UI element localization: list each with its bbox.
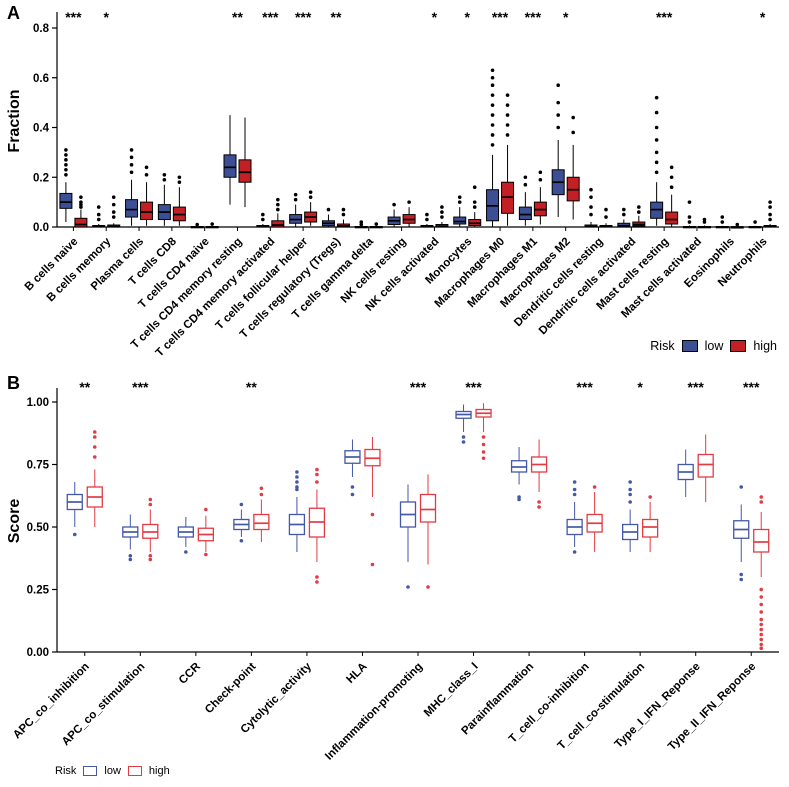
svg-text:**: ** bbox=[246, 379, 257, 395]
svg-text:***: *** bbox=[295, 9, 312, 25]
svg-text:***: *** bbox=[688, 379, 705, 395]
svg-text:***: *** bbox=[262, 9, 279, 25]
svg-text:0.8: 0.8 bbox=[33, 23, 50, 35]
svg-text:*: * bbox=[760, 9, 766, 25]
svg-text:HLA: HLA bbox=[344, 661, 369, 686]
legend-b-title: Risk bbox=[55, 765, 77, 777]
svg-text:0.6: 0.6 bbox=[33, 73, 49, 85]
svg-text:0.4: 0.4 bbox=[33, 123, 50, 135]
legend-b-low-label: low bbox=[104, 765, 121, 777]
svg-text:***: *** bbox=[492, 9, 509, 25]
panel-a-risk-legend: Risk low high bbox=[650, 339, 777, 353]
svg-text:***: *** bbox=[656, 9, 673, 25]
panel-a-letter: A bbox=[7, 3, 20, 23]
svg-text:*: * bbox=[563, 9, 569, 25]
panel-a-boxplot-chart: 0.00.20.40.60.8B cells naive***B cells m… bbox=[23, 9, 779, 360]
svg-text:1.00: 1.00 bbox=[27, 397, 49, 409]
svg-text:***: *** bbox=[65, 9, 82, 25]
legend-b-high-swatch-icon bbox=[127, 766, 142, 776]
legend-a-low-label: low bbox=[704, 339, 724, 353]
svg-text:***: *** bbox=[410, 379, 427, 395]
svg-text:0.50: 0.50 bbox=[27, 522, 49, 534]
svg-text:***: *** bbox=[576, 379, 593, 395]
svg-text:*: * bbox=[432, 9, 438, 25]
svg-text:0.00: 0.00 bbox=[27, 647, 49, 659]
svg-text:*: * bbox=[637, 379, 643, 395]
legend-a-title: Risk bbox=[650, 339, 675, 353]
svg-text:0.25: 0.25 bbox=[27, 585, 50, 597]
svg-text:*: * bbox=[465, 9, 471, 25]
svg-text:Check-point: Check-point bbox=[203, 661, 259, 717]
legend-a-high-swatch-icon bbox=[730, 340, 747, 352]
svg-text:*: * bbox=[104, 9, 110, 25]
svg-text:MHC_class_I: MHC_class_I bbox=[422, 661, 481, 720]
panel-b-boxplot-chart: 0.000.250.500.751.00APC_co_inhibition**A… bbox=[11, 379, 779, 763]
svg-text:***: *** bbox=[743, 379, 760, 395]
legend-a-low-swatch-icon bbox=[681, 340, 698, 352]
legend-b-high-label: high bbox=[148, 765, 170, 777]
svg-text:***: *** bbox=[525, 9, 542, 25]
svg-text:***: *** bbox=[132, 379, 149, 395]
svg-text:**: ** bbox=[79, 379, 90, 395]
svg-text:0.0: 0.0 bbox=[33, 222, 49, 234]
svg-text:Inflammation-promoting: Inflammation-promoting bbox=[323, 661, 425, 763]
svg-text:***: *** bbox=[465, 379, 482, 395]
svg-text:T cells CD4 memory activated: T cells CD4 memory activated bbox=[154, 236, 278, 360]
legend-a-high-label: high bbox=[753, 339, 777, 353]
panel-b-letter: B bbox=[7, 373, 20, 393]
svg-text:CCR: CCR bbox=[177, 660, 204, 687]
panel-b-risk-legend: Risk low high bbox=[55, 765, 170, 777]
svg-text:**: ** bbox=[232, 9, 243, 25]
svg-text:0.75: 0.75 bbox=[27, 460, 50, 472]
legend-b-low-swatch-icon bbox=[83, 766, 98, 776]
svg-text:0.2: 0.2 bbox=[33, 172, 49, 184]
svg-text:**: ** bbox=[331, 9, 342, 25]
